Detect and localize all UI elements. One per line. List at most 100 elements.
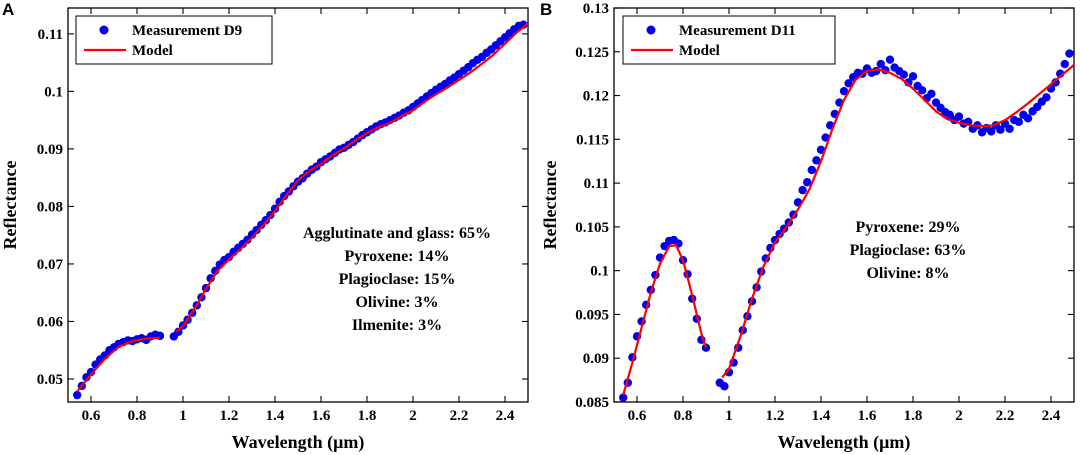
data-point [1014,117,1023,127]
data-point [720,382,729,391]
x-tick-label: 1 [725,408,733,424]
data-point [1065,49,1074,58]
plot-frame [613,7,1075,403]
data-point [206,274,215,283]
x-tick-label: 1 [179,408,187,424]
x-tick-label: 1.4 [812,408,831,424]
x-axis-label: Wavelength (μm) [232,432,365,453]
x-tick-label: 2.2 [996,408,1015,424]
x-tick-label: 1.6 [312,408,331,424]
composition-annotation: Agglutinate and glass: 65% [303,225,491,242]
panel-label-a: A [2,0,14,19]
legend-label-measurement: Measurement D11 [679,23,796,39]
data-point [701,343,711,352]
composition-annotation: Pyroxene: 14% [344,248,449,265]
data-point [918,86,927,95]
data-point [803,178,812,187]
data-point [619,393,628,402]
data-point [927,89,936,99]
legend-label-model: Model [679,43,720,59]
y-tick-label: 0.09 [583,351,609,367]
composition-annotation: Pyroxene: 29% [855,219,960,236]
composition-annotation: Plagioclase: 63% [850,242,967,259]
legend-box [75,15,273,65]
y-tick-label: 0.06 [37,314,64,330]
data-point [876,59,885,69]
legend-marker-measurement [646,25,656,35]
data-point [816,145,826,155]
chart-panel-b: 0.6 0.8 1 1.2 1.4 1.6 1.8 2 2.2 2.4 0.085 0.09 0.095… [540,1,1075,453]
y-tick-label: 0.085 [575,395,609,411]
y-tick-label: 0.09 [37,142,63,158]
data-point [885,55,895,64]
y-tick-label: 0.07 [37,257,64,273]
composition-annotation: Olivine: 3% [355,294,438,311]
x-tick-label: 2.2 [450,408,469,424]
data-point [844,79,853,88]
plot-area [619,49,1074,402]
data-point [987,127,996,136]
data-point [1060,59,1070,69]
y-tick-label: 0.1 [44,84,63,100]
x-tick-label: 0.8 [128,408,147,424]
data-point [1005,124,1014,134]
y-axis-label: Reflectance [540,161,560,250]
data-point [1023,114,1033,123]
data-point [798,185,807,195]
data-point [954,112,964,121]
x-tick-label: 2 [955,408,963,424]
y-tick-label: 0.11 [38,27,63,43]
chart-panel-a: 0.6 0.8 1 1.2 1.4 1.6 1.8 2 2.2 2.4 0.05 0.06 0.07 0.… [0,7,529,453]
x-tick-label: 2.4 [496,408,515,424]
data-point [86,367,96,377]
x-tick-label: 1.8 [358,408,377,424]
composition-annotation: Ilmenite: 3% [352,317,442,334]
y-tick-label: 0.105 [575,220,609,236]
panel-label-b: B [540,0,552,19]
y-tick-label: 0.1 [590,264,609,280]
data-point [839,86,849,96]
model-line [76,336,161,393]
model-line [721,64,1074,379]
x-tick-label: 0.8 [674,408,693,424]
x-tick-label: 1.8 [904,408,923,424]
legend-box [622,15,836,65]
x-tick-label: 1.4 [266,408,285,424]
composition-annotation: Plagioclase: 15% [339,271,456,288]
model-line [175,22,528,333]
data-point [174,327,183,337]
y-tick-label: 0.115 [576,132,609,148]
x-axis-label: Wavelength (μm) [778,432,911,453]
y-tick-label: 0.11 [584,176,609,192]
x-tick-label: 0.6 [628,408,647,424]
legend-label-model: Model [132,43,173,59]
legend: Measurement D11 Model [622,15,836,65]
legend-label-measurement: Measurement D9 [132,23,242,39]
data-point [807,165,816,175]
composition-annotation: Olivine: 8% [866,265,949,282]
x-tick-label: 1.2 [766,408,785,424]
x-tick-label: 2.4 [1042,408,1061,424]
x-tick-label: 1.2 [220,408,239,424]
data-point [812,156,821,165]
y-tick-label: 0.05 [37,372,63,388]
y-tick-label: 0.08 [37,199,63,215]
model-line [622,244,708,396]
x-tick-label: 1.6 [858,408,877,424]
data-point [996,125,1005,134]
legend-marker-measurement [99,25,109,35]
y-tick-label: 0.13 [583,1,609,17]
y-tick-label: 0.095 [575,307,609,323]
y-tick-label: 0.12 [583,89,609,105]
data-point [908,72,918,81]
data-point [904,78,913,87]
data-point [899,70,908,79]
x-tick-label: 0.6 [82,408,101,424]
x-tick-label: 2 [409,408,417,424]
y-axis-label: Reflectance [0,161,20,250]
data-point [1042,93,1051,102]
plot-area [73,20,528,400]
data-point [73,390,82,400]
legend: Measurement D9 Model [75,15,273,65]
